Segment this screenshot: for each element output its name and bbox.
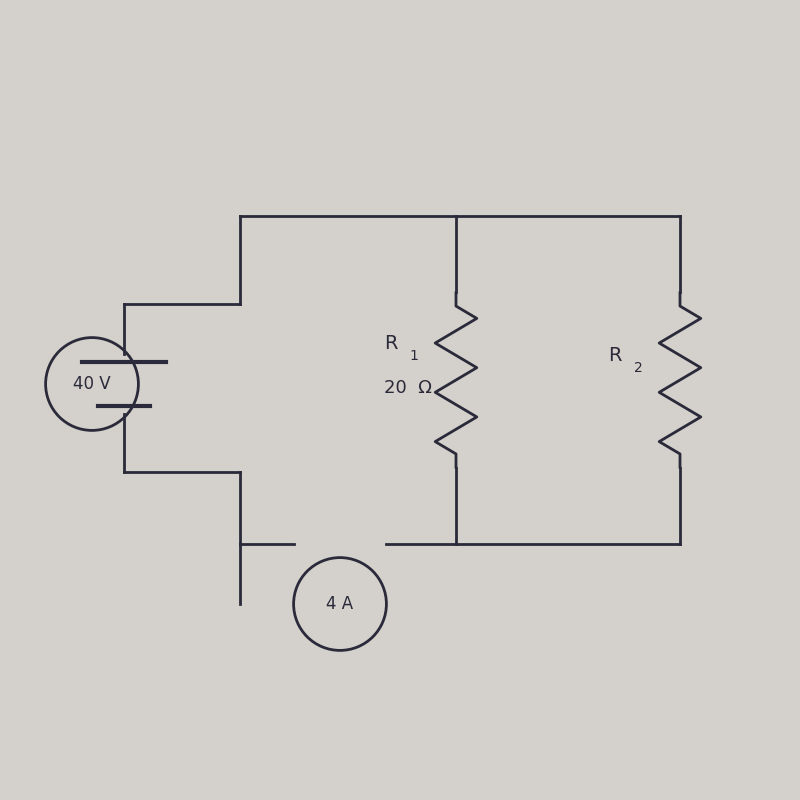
Text: 4 A: 4 A (326, 595, 354, 613)
Text: 40 V: 40 V (73, 375, 111, 393)
Text: R: R (608, 346, 622, 366)
Text: 20  Ω: 20 Ω (384, 379, 432, 397)
Text: 1: 1 (410, 349, 418, 363)
Text: R: R (384, 334, 398, 354)
Text: 2: 2 (634, 361, 642, 375)
